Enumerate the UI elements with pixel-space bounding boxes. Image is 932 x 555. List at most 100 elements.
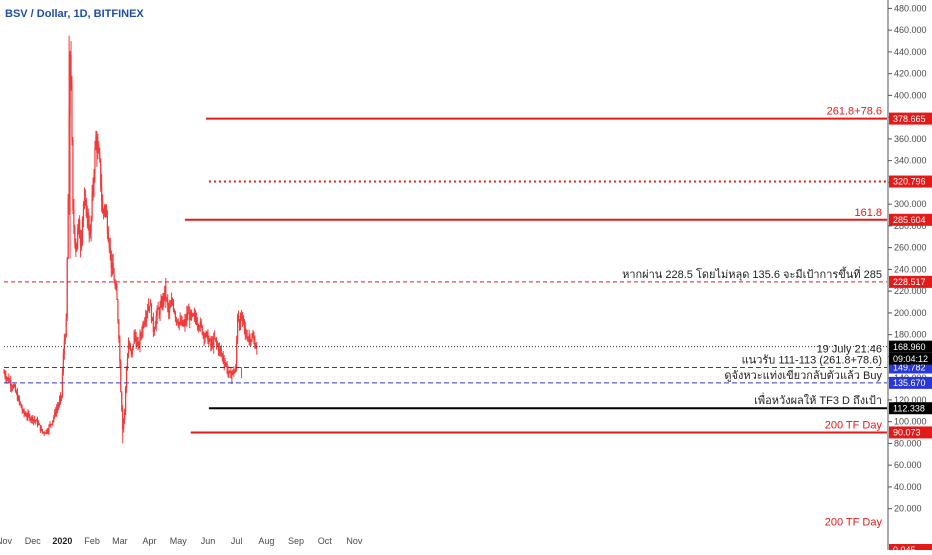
candle-body (80, 238, 82, 248)
level-label-6: ดูจังหวะแท่งเขียวกลับตัวแล้ว Buy (724, 369, 882, 382)
candle-body (201, 325, 203, 335)
candle-body (47, 431, 49, 433)
price-tag-0: 378.665 (889, 112, 932, 125)
candle-body (189, 312, 191, 320)
x-tick-label-2: 2020 (52, 536, 72, 546)
candle-body (38, 423, 41, 425)
candle-body (14, 386, 17, 392)
candle-body (35, 419, 38, 422)
candle-body (12, 387, 14, 389)
candle-body (70, 54, 72, 86)
candle-body (161, 302, 163, 308)
candle-body (248, 336, 250, 338)
candle-body (115, 285, 117, 290)
x-tick-label-4: Mar (112, 536, 128, 546)
candle-body (204, 336, 206, 339)
candle-body (116, 289, 118, 300)
price-tag-8: 90.073 (889, 426, 932, 439)
candle-body (191, 311, 193, 316)
candle-body (121, 391, 123, 411)
candle-body (153, 329, 155, 332)
candle-body (241, 315, 244, 319)
y-tick-label-2: 440.000 (894, 47, 927, 57)
candle-body (177, 323, 179, 326)
candle-body (129, 347, 131, 350)
price-tag-value: 90.073 (893, 428, 921, 438)
candle-body (217, 345, 220, 351)
y-tick-label-14: 200.000 (894, 308, 927, 318)
price-tag-bg (889, 402, 932, 415)
candle-body (127, 343, 130, 358)
candle-body (94, 148, 96, 175)
candle-body (43, 432, 45, 434)
price-tag-value: 378.665 (893, 114, 926, 124)
candle-body (128, 343, 131, 348)
y-tick-label-3: 420.000 (894, 69, 927, 79)
candle-body (186, 313, 188, 321)
level-label-2: 161.8 (854, 207, 882, 219)
candle-body (205, 332, 207, 337)
candle-body (87, 212, 89, 227)
candle-body (105, 210, 108, 217)
candle-body (90, 217, 92, 233)
candle-body (142, 324, 144, 333)
candle-body (200, 321, 202, 326)
candle-body (229, 370, 231, 373)
candle-body (77, 229, 79, 243)
candle-body (245, 332, 247, 337)
candle-body (151, 317, 154, 321)
candle-body (254, 339, 256, 348)
candle-body (141, 332, 143, 335)
candle-body (10, 381, 12, 387)
y-tick-label-23: 20.000 (894, 504, 922, 514)
candle-body (82, 204, 85, 220)
candle-body (244, 327, 246, 333)
candle-body (158, 309, 160, 315)
candle-body (55, 411, 57, 414)
candle-body (222, 355, 224, 361)
candle-body (213, 337, 215, 347)
candle-body (134, 332, 136, 338)
candle-body (172, 302, 175, 311)
candle-body (88, 226, 90, 236)
candle-body (74, 227, 76, 243)
candle-body (255, 347, 257, 349)
candle-body (145, 318, 147, 322)
candle-body (25, 414, 27, 417)
price-tag-value: 149.782 (893, 363, 926, 373)
x-tick-label-12: Nov (346, 536, 363, 546)
candle-body (212, 341, 214, 347)
candle-body (24, 413, 26, 415)
candle-body (231, 372, 233, 379)
y-tick-label-22: 40.000 (894, 482, 922, 492)
levels-layer: 261.8+78.6 161.8 หากผ่าน 228.5 โดยไม่หลุด … (4, 106, 887, 528)
candle-body (100, 159, 102, 187)
candle-body (190, 311, 192, 320)
candle-body (86, 212, 88, 217)
candle-body (16, 392, 19, 401)
candle-body (126, 357, 129, 368)
price-tag-value: 228.517 (893, 277, 926, 287)
candle-body (51, 423, 53, 425)
candle-body (27, 413, 29, 417)
candle-body (63, 340, 65, 355)
level-label-7: เพื่อหวังผลให้ TF3 D ถึงเป้า (754, 392, 882, 407)
price-tag-2: 285.604 (889, 213, 932, 226)
candle-body (102, 210, 105, 214)
candle-body (234, 370, 236, 374)
y-tick-label-0: 480.000 (894, 3, 927, 13)
candle-body (252, 336, 254, 338)
candle-body (108, 241, 110, 249)
level-label-5: แนวรับ 111-113 (261.8+78.6) (742, 355, 882, 367)
candle-body (59, 395, 62, 401)
candle-body (237, 315, 240, 321)
x-tick-label-0: Nov (0, 536, 12, 546)
price-tag-value: 112.338 (893, 403, 925, 413)
candle-body (39, 424, 41, 431)
candle-body (188, 312, 190, 315)
candle-body (40, 428, 42, 431)
candle-body (223, 360, 225, 365)
candle-body (250, 340, 252, 343)
candle-body (233, 370, 235, 374)
